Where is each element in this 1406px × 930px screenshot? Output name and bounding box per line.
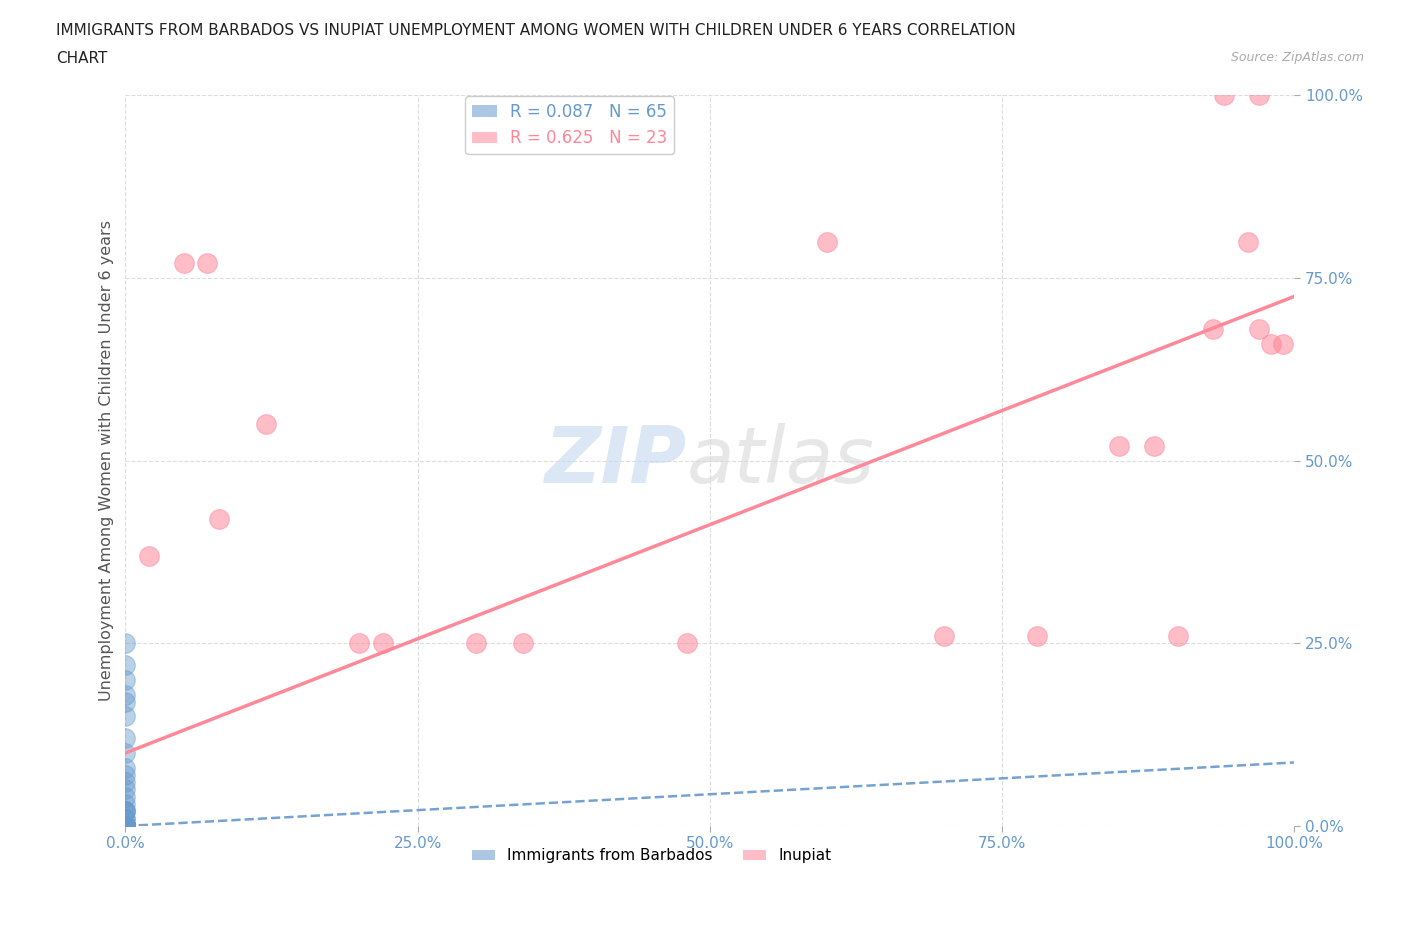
Point xyxy=(114,818,136,833)
Point xyxy=(114,709,136,724)
Point xyxy=(114,818,136,833)
Point xyxy=(114,818,136,833)
Text: CHART: CHART xyxy=(56,51,108,66)
Point xyxy=(114,818,136,833)
Point xyxy=(675,636,697,651)
Point xyxy=(114,818,136,833)
Point xyxy=(114,636,136,651)
Point xyxy=(114,818,136,833)
Point xyxy=(114,818,136,833)
Point xyxy=(114,818,136,833)
Point xyxy=(114,687,136,702)
Point xyxy=(1271,337,1294,352)
Point xyxy=(114,818,136,833)
Text: Source: ZipAtlas.com: Source: ZipAtlas.com xyxy=(1230,51,1364,64)
Point xyxy=(114,818,136,833)
Point xyxy=(114,797,136,812)
Point xyxy=(371,636,394,651)
Point xyxy=(114,658,136,672)
Point xyxy=(114,818,136,833)
Point xyxy=(114,804,136,818)
Point xyxy=(932,629,955,644)
Point xyxy=(114,818,136,833)
Point xyxy=(195,256,218,271)
Point xyxy=(1143,439,1166,454)
Point xyxy=(1201,322,1223,337)
Point xyxy=(114,818,136,833)
Point xyxy=(114,818,136,833)
Point xyxy=(114,818,136,833)
Point xyxy=(114,818,136,833)
Point xyxy=(114,818,136,833)
Point xyxy=(114,818,136,833)
Point xyxy=(114,775,136,790)
Point xyxy=(138,549,160,564)
Point xyxy=(114,767,136,782)
Point xyxy=(1026,629,1049,644)
Point xyxy=(208,512,231,526)
Point xyxy=(114,818,136,833)
Point xyxy=(114,818,136,833)
Point xyxy=(114,811,136,826)
Point xyxy=(114,790,136,804)
Point xyxy=(114,811,136,826)
Point xyxy=(114,818,136,833)
Point xyxy=(1260,337,1282,352)
Point xyxy=(114,818,136,833)
Point xyxy=(114,818,136,833)
Point xyxy=(114,818,136,833)
Legend: Immigrants from Barbados, Inupiat: Immigrants from Barbados, Inupiat xyxy=(465,843,838,870)
Point xyxy=(114,818,136,833)
Point xyxy=(114,672,136,687)
Point xyxy=(114,818,136,833)
Point xyxy=(114,818,136,833)
Y-axis label: Unemployment Among Women with Children Under 6 years: Unemployment Among Women with Children U… xyxy=(100,220,114,701)
Point xyxy=(114,695,136,710)
Point xyxy=(114,818,136,833)
Point xyxy=(815,234,838,249)
Point xyxy=(114,818,136,833)
Point xyxy=(1249,322,1271,337)
Point xyxy=(465,636,488,651)
Point xyxy=(114,818,136,833)
Point xyxy=(1236,234,1258,249)
Point xyxy=(1167,629,1189,644)
Point xyxy=(114,818,136,833)
Point xyxy=(114,818,136,833)
Point xyxy=(114,746,136,761)
Point xyxy=(114,804,136,818)
Point xyxy=(114,818,136,833)
Point xyxy=(173,256,195,271)
Text: ZIP: ZIP xyxy=(544,423,686,498)
Point xyxy=(114,818,136,833)
Point xyxy=(114,818,136,833)
Text: IMMIGRANTS FROM BARBADOS VS INUPIAT UNEMPLOYMENT AMONG WOMEN WITH CHILDREN UNDER: IMMIGRANTS FROM BARBADOS VS INUPIAT UNEM… xyxy=(56,23,1017,38)
Point xyxy=(114,818,136,833)
Point xyxy=(349,636,371,651)
Point xyxy=(114,818,136,833)
Point xyxy=(114,818,136,833)
Point xyxy=(1108,439,1130,454)
Point xyxy=(114,731,136,746)
Point xyxy=(114,818,136,833)
Point xyxy=(114,818,136,833)
Point xyxy=(114,818,136,833)
Point xyxy=(254,417,277,432)
Point xyxy=(114,818,136,833)
Point xyxy=(114,818,136,833)
Point xyxy=(1213,88,1236,103)
Point xyxy=(512,636,534,651)
Point xyxy=(114,804,136,818)
Point xyxy=(114,818,136,833)
Point xyxy=(114,818,136,833)
Point xyxy=(114,782,136,797)
Point xyxy=(114,818,136,833)
Point xyxy=(1249,88,1271,103)
Point xyxy=(114,760,136,775)
Text: atlas: atlas xyxy=(686,423,875,498)
